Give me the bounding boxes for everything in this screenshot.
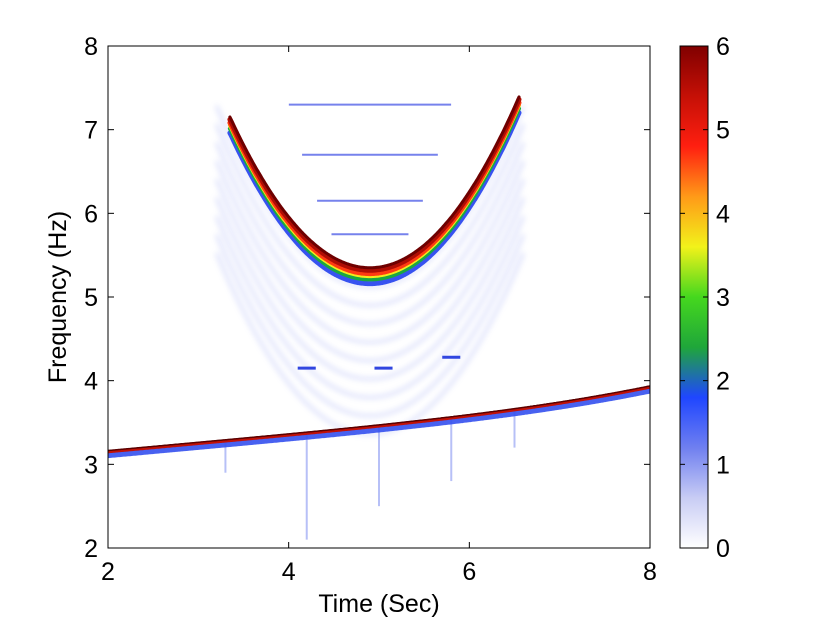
- haze-band: [215, 160, 525, 344]
- heatmap-layer: [108, 95, 650, 540]
- colorbar-tick-label: 4: [716, 200, 730, 228]
- colorbar-tick-label: 0: [716, 535, 730, 563]
- colorbar-tick-label: 1: [716, 451, 730, 479]
- y-tick-label: 7: [84, 117, 98, 145]
- y-axis-label: Frequency (Hz): [44, 211, 72, 383]
- parabola-band: [228, 95, 521, 270]
- y-tick-label: 6: [84, 200, 98, 228]
- haze-band: [215, 233, 525, 418]
- haze-band: [215, 141, 525, 326]
- y-tick-label: 5: [84, 284, 98, 312]
- x-tick-label: 4: [282, 558, 296, 586]
- parabolic-chirp: [227, 95, 522, 287]
- haze-band: [215, 252, 525, 436]
- haze-band: [215, 178, 525, 363]
- x-tick-label: 2: [101, 558, 115, 586]
- haze-band: [215, 215, 525, 399]
- x-axis-label: Time (Sec): [318, 590, 439, 618]
- y-axis: 2 3 4 5 6 7 8: [84, 33, 650, 563]
- colorbar-tick-label: 5: [716, 117, 730, 145]
- colorbar-tick-label: 6: [716, 33, 730, 61]
- y-tick-label: 8: [84, 33, 98, 61]
- line-halo: [108, 387, 650, 459]
- y-tick-label: 3: [84, 451, 98, 479]
- x-tick-label: 6: [462, 558, 476, 586]
- line-center: [108, 385, 650, 452]
- colorbar-tick-label: 2: [716, 368, 730, 396]
- x-axis: 2 4 6 8: [101, 46, 657, 586]
- haze-band: [215, 197, 525, 381]
- y-tick-label: 4: [84, 368, 98, 396]
- haze-band: [215, 123, 525, 307]
- y-tick-label: 2: [84, 535, 98, 563]
- colorbar-axis: 0 1 2 3 4 5 6: [680, 33, 730, 563]
- parabola-band: [227, 110, 522, 287]
- x-tick-label: 8: [643, 558, 657, 586]
- line-core: [108, 385, 650, 454]
- colorbar-tick-label: 3: [716, 284, 730, 312]
- linear-chirp: [108, 385, 650, 459]
